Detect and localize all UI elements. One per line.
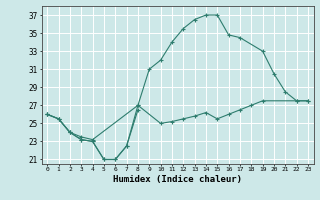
- X-axis label: Humidex (Indice chaleur): Humidex (Indice chaleur): [113, 175, 242, 184]
